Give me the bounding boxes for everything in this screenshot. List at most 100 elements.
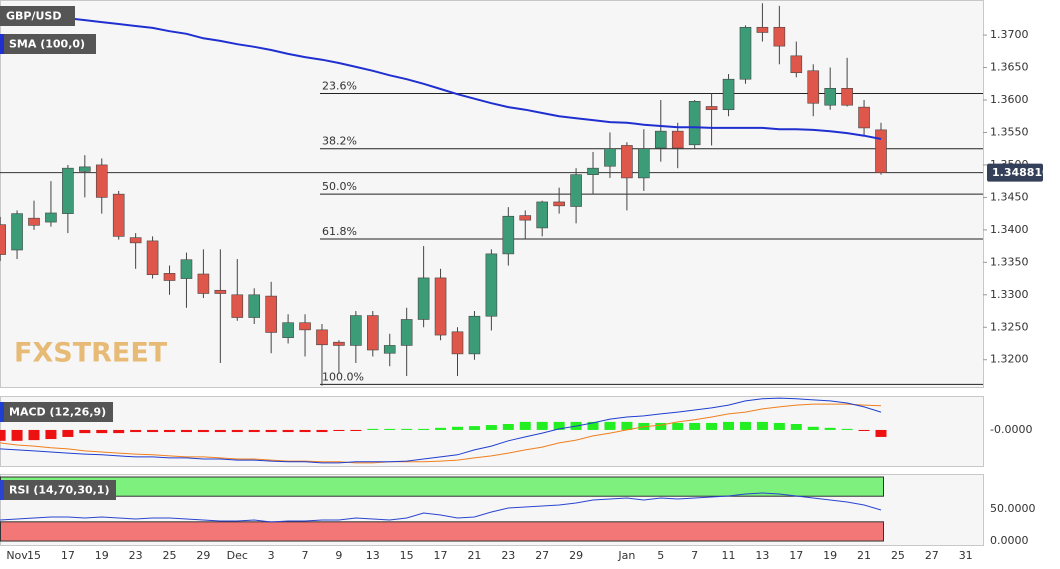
- rsi-tick-label: 50.0000: [990, 502, 1036, 515]
- rsi-tag-strip: [0, 480, 4, 500]
- macd-tag-bg: [0, 402, 113, 422]
- macd-tag-strip: [0, 402, 4, 422]
- x-tick-label: Nov: [6, 549, 28, 562]
- candle-body: [95, 164, 108, 198]
- x-tick-label: Jan: [617, 549, 635, 562]
- macd-histogram-bar: [807, 426, 819, 430]
- macd-histogram-bar: [723, 421, 735, 430]
- y-tick-label: 1.3700: [990, 28, 1029, 41]
- fib-label: 23.6%: [322, 80, 357, 93]
- macd-signal-line: [0, 403, 882, 464]
- x-tick-label: 7: [302, 549, 309, 562]
- macd-histogram-bar: [401, 428, 413, 430]
- macd-histogram-bar: [858, 429, 870, 431]
- macd-histogram-bar: [502, 424, 514, 430]
- y-tick-label: 1.3400: [990, 223, 1029, 236]
- macd-histogram-bar: [706, 422, 718, 430]
- candle-body: [231, 294, 244, 318]
- macd-histogram-bar: [45, 429, 57, 440]
- x-tick-label: 17: [434, 549, 448, 562]
- candle-body: [62, 167, 74, 214]
- candle-body: [214, 289, 227, 294]
- macd-histogram-bar: [824, 427, 836, 430]
- x-tick-label: 15: [400, 549, 414, 562]
- macd-histogram-bar: [214, 429, 226, 433]
- candle-body: [28, 217, 40, 226]
- candle-body: [79, 166, 91, 172]
- candle-body: [739, 26, 752, 80]
- candle-body: [519, 215, 532, 221]
- x-tick-label: 19: [95, 549, 109, 562]
- fib-label: 38.2%: [322, 135, 357, 148]
- candle-body: [400, 319, 413, 346]
- x-tick-label: 17: [789, 549, 803, 562]
- x-tick-label: 13: [366, 549, 380, 562]
- fib-label: 100.0%: [322, 370, 364, 383]
- macd-histogram-bar: [519, 421, 531, 430]
- candle-body: [451, 331, 464, 355]
- macd-histogram-bar: [689, 422, 701, 430]
- candle-body: [417, 277, 430, 320]
- macd-histogram-bar: [248, 429, 260, 433]
- macd-histogram-bar: [739, 421, 751, 430]
- fib-label: 61.8%: [322, 225, 357, 238]
- macd-histogram-bar: [113, 429, 125, 434]
- x-tick-label: 11: [722, 549, 736, 562]
- candle-body: [875, 129, 887, 173]
- macd-histogram-bar: [28, 429, 40, 441]
- candle-body: [654, 130, 667, 149]
- macd-histogram-bar: [418, 428, 430, 430]
- sma-tag: SMA (100,0): [9, 38, 85, 51]
- macd-histogram-bar: [485, 425, 497, 430]
- candle-body: [163, 273, 176, 281]
- macd-histogram-bar: [79, 429, 91, 434]
- candle-body: [773, 26, 786, 47]
- candle-body: [0, 224, 6, 255]
- candle-body: [333, 341, 345, 346]
- macd-histogram-bar: [435, 427, 447, 430]
- candle-body: [502, 215, 515, 255]
- watermark: FXSTREET: [14, 338, 168, 369]
- candle-body: [434, 277, 447, 336]
- candle-body: [146, 240, 159, 275]
- macd-histogram-bar: [316, 429, 328, 433]
- candle-body: [248, 294, 261, 318]
- rsi-tag-bg: [0, 480, 116, 500]
- candle-body: [282, 322, 294, 338]
- macd-histogram-bar: [672, 422, 684, 430]
- candle-body: [638, 148, 650, 179]
- candle-body: [265, 295, 277, 333]
- macd-histogram-bar: [299, 429, 311, 433]
- macd-histogram-bar: [468, 426, 480, 430]
- last-price-label: 1.348810: [992, 166, 1050, 179]
- macd-histogram-bar: [587, 421, 599, 430]
- y-tick-label: 1.3450: [990, 190, 1029, 203]
- x-tick-label: 29: [196, 549, 210, 562]
- candle-body: [11, 213, 23, 251]
- macd-histogram-bar: [180, 429, 192, 433]
- candle-body: [756, 26, 769, 33]
- x-tick-label: 17: [61, 549, 75, 562]
- macd-histogram-bar: [773, 422, 785, 430]
- candle-body: [824, 88, 836, 106]
- candle-body: [790, 55, 803, 74]
- y-tick-label: 1.3300: [990, 288, 1029, 301]
- macd-histogram-bar: [350, 429, 362, 431]
- candle-body: [841, 88, 853, 106]
- macd-histogram-bar: [265, 429, 277, 433]
- rsi-line: [0, 492, 882, 523]
- x-tick-label: Dec: [227, 549, 248, 562]
- macd-histogram-bar: [197, 429, 209, 433]
- candle-body: [671, 130, 684, 149]
- candle-body: [807, 70, 820, 104]
- fib-label: 50.0%: [322, 180, 357, 193]
- x-tick-label: 5: [657, 549, 664, 562]
- macd-histogram-bar: [655, 422, 667, 430]
- macd-histogram-bar: [790, 424, 802, 430]
- candle-body: [197, 273, 210, 294]
- x-tick-label: 13: [755, 549, 769, 562]
- candle-body: [383, 345, 396, 354]
- macd-histogram-bar: [11, 429, 23, 441]
- y-tick-label: 1.3600: [990, 93, 1029, 106]
- x-tick-label: 27: [925, 549, 939, 562]
